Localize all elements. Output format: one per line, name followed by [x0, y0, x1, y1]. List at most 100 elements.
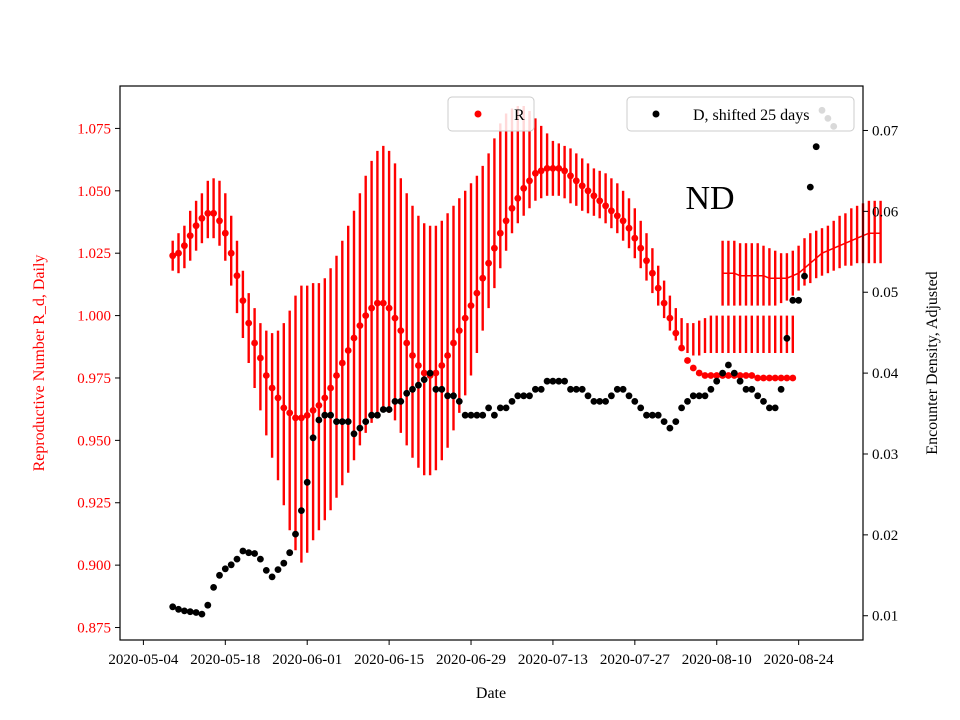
x-tick-label: 2020-05-04 [108, 652, 178, 668]
r-point [169, 252, 177, 260]
r-point [210, 209, 218, 217]
r-point [742, 372, 750, 379]
d-point [795, 296, 802, 304]
d-point [368, 411, 375, 419]
d-point [444, 392, 451, 400]
d-point [666, 424, 674, 432]
r-point [356, 322, 364, 329]
d-point [286, 549, 294, 557]
r-point [508, 204, 516, 212]
r-point [771, 374, 779, 382]
y-left-tick-label: 1.025 [77, 246, 111, 262]
d-point [204, 601, 212, 609]
r-point [327, 384, 334, 392]
d-point [777, 385, 785, 393]
d-point [461, 411, 469, 419]
r-point [303, 412, 311, 419]
d-point [350, 430, 358, 438]
r-point [438, 362, 446, 369]
r-point [473, 289, 481, 297]
r-point [368, 304, 375, 312]
d-point [672, 418, 680, 425]
y-right-tick-label: 0.03 [872, 447, 898, 463]
x-tick-label: 2020-08-24 [764, 652, 834, 668]
x-tick-label: 2020-06-29 [436, 652, 506, 668]
d-point [198, 610, 206, 618]
d-point [725, 361, 732, 369]
r-point [391, 314, 399, 322]
r-point [292, 414, 299, 422]
d-point [485, 404, 492, 412]
d-point [379, 406, 387, 413]
d-point [584, 392, 592, 400]
d-point [409, 385, 416, 393]
r-point [455, 327, 463, 334]
d-point [572, 385, 580, 393]
d-point [186, 608, 194, 616]
x-tick-label: 2020-05-18 [190, 652, 260, 668]
r-point [602, 202, 609, 210]
r-point [532, 169, 539, 177]
d-point [689, 392, 697, 400]
r-point [221, 229, 229, 237]
d-point [654, 411, 662, 419]
d-point [298, 507, 305, 514]
r-point [649, 269, 656, 277]
d-point [391, 398, 399, 405]
d-point [760, 398, 767, 405]
d-point [719, 369, 726, 377]
y-left-tick-label: 1.075 [77, 121, 111, 137]
d-point [532, 385, 539, 393]
d-point [578, 385, 586, 393]
d-point [333, 418, 340, 425]
r-point [192, 222, 200, 230]
r-point [514, 194, 522, 202]
r-point [543, 165, 551, 172]
y-axis-right: 0.01 0.02 0.03 0.04 0.05 0.06 0.07 [863, 123, 899, 625]
d-point [233, 555, 241, 563]
d-point [450, 392, 457, 400]
r-point [485, 259, 492, 267]
d-point [403, 389, 411, 397]
r-point [777, 374, 785, 382]
d-point [812, 143, 820, 151]
r-point [374, 299, 381, 307]
r-point [502, 217, 510, 225]
d-point [771, 404, 779, 412]
d-point [426, 369, 434, 377]
r-point [333, 372, 340, 379]
d-point [508, 398, 516, 405]
legend-d-marker [652, 110, 660, 118]
d-point [625, 392, 633, 400]
d-point [649, 411, 656, 419]
r-point [654, 284, 662, 292]
d-point [420, 376, 428, 383]
d-point [216, 571, 223, 579]
d-point [742, 385, 750, 393]
r-point [491, 244, 498, 252]
r-point [403, 339, 411, 347]
d-point [736, 377, 744, 385]
plot-frame [119, 85, 864, 641]
r-point [713, 372, 721, 379]
r-point [555, 165, 563, 172]
legend-d-frame [626, 96, 855, 132]
y-right-tick-label: 0.07 [872, 123, 899, 139]
r-point [268, 384, 276, 392]
y-axis-left: 0.875 0.900 0.925 0.950 0.975 1.000 1.025 1.050… [77, 121, 120, 637]
d-point [415, 381, 422, 389]
d-point [210, 584, 218, 591]
r-point [461, 314, 469, 322]
r-point [725, 372, 732, 379]
r-point [572, 177, 580, 185]
d-point [239, 547, 247, 555]
x-tick-label: 2020-07-27 [600, 652, 670, 668]
r-point [233, 272, 241, 280]
d-point [526, 392, 533, 400]
r-point [578, 182, 586, 190]
x-axis-label: Date [476, 685, 506, 702]
y-left-tick-label: 0.925 [77, 496, 111, 512]
r-point [420, 369, 428, 377]
d-point [520, 392, 528, 400]
